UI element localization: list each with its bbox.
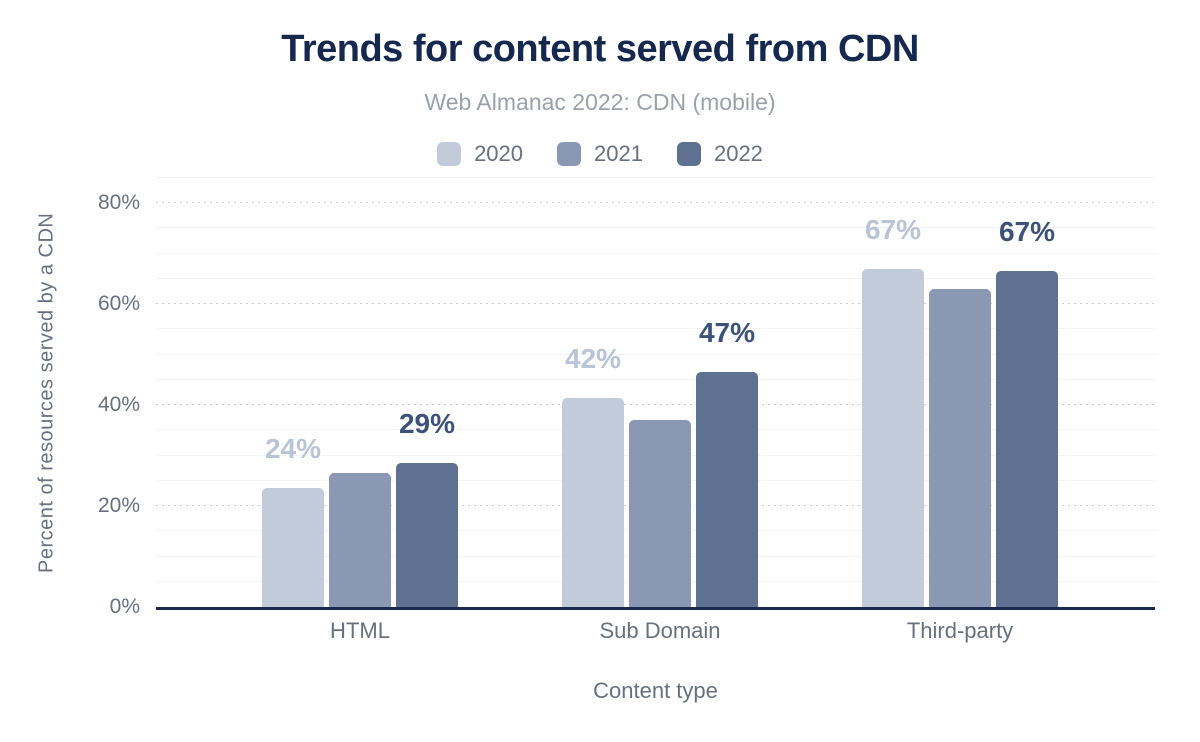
chart-title: Trends for content served from CDN: [281, 28, 919, 70]
bar-value-label: 67%: [998, 216, 1056, 248]
y-tick-label: 80%: [97, 191, 140, 215]
bar-2022-sub-domain[interactable]: 47%: [696, 319, 758, 607]
y-axis-ticks: 0% 20% 40% 60% 80%: [0, 178, 140, 618]
minor-gridline: [156, 378, 1155, 380]
plot-area: 24% 29% 42% 47% 67% 67%: [156, 177, 1155, 610]
bar-2021-html[interactable]: [329, 473, 391, 607]
minor-gridline: [156, 277, 1155, 279]
bar-value-label: 29%: [398, 408, 456, 440]
x-tick-label-html: HTML: [330, 618, 390, 643]
bar-group-third-party: 67% 67%: [862, 215, 1058, 607]
legend-label: 2021: [594, 141, 643, 166]
legend-item-2020: 2020: [437, 141, 523, 167]
bar-group-html: 24% 29%: [262, 410, 458, 607]
x-tick-label-third-party: Third-party: [906, 618, 1014, 643]
y-tick-label: 0%: [109, 595, 140, 618]
bar-2020-sub-domain[interactable]: 42%: [562, 344, 624, 607]
legend-item-2021: 2021: [557, 141, 643, 167]
bar-2021-third-party[interactable]: [929, 289, 991, 607]
major-gridline: [156, 303, 1155, 305]
chart-subtitle: Web Almanac 2022: CDN (mobile): [424, 89, 776, 115]
legend-label: 2020: [474, 141, 524, 166]
minor-gridline: [156, 252, 1155, 254]
bar-2021-sub-domain[interactable]: [629, 420, 691, 607]
bar-value-label: 67%: [864, 213, 922, 245]
legend: 2020 2021 2022: [0, 141, 1200, 167]
bar-value-label: 42%: [564, 342, 622, 374]
bar-value-label: 24%: [264, 433, 322, 465]
y-tick-label: 60%: [97, 292, 140, 316]
bar-2022-html[interactable]: 29%: [396, 410, 458, 607]
legend-label: 2022: [713, 141, 763, 166]
major-gridline: [156, 404, 1155, 406]
bar-value-label: 47%: [698, 317, 756, 349]
legend-item-2022: 2022: [676, 141, 763, 167]
minor-gridline: [156, 177, 1155, 178]
bar-2020-html[interactable]: 24%: [262, 435, 324, 607]
major-gridline: [156, 202, 1155, 204]
bar-2020-third-party[interactable]: 67%: [862, 215, 924, 607]
x-axis-title: Content type: [593, 678, 718, 703]
legend-swatch-2022: [676, 142, 701, 166]
y-tick-label: 20%: [97, 494, 140, 518]
y-tick-label: 40%: [97, 393, 140, 417]
bar-2022-third-party[interactable]: 67%: [996, 218, 1058, 607]
minor-gridline: [156, 227, 1155, 229]
x-axis-ticks: HTML Sub Domain Third-party: [156, 618, 1155, 648]
legend-swatch-2020: [437, 142, 462, 166]
legend-swatch-2021: [557, 142, 582, 166]
x-tick-label-sub-domain: Sub Domain: [599, 618, 721, 643]
bar-group-sub-domain: 42% 47%: [562, 319, 758, 607]
minor-gridline: [156, 353, 1155, 355]
minor-gridline: [156, 328, 1155, 330]
